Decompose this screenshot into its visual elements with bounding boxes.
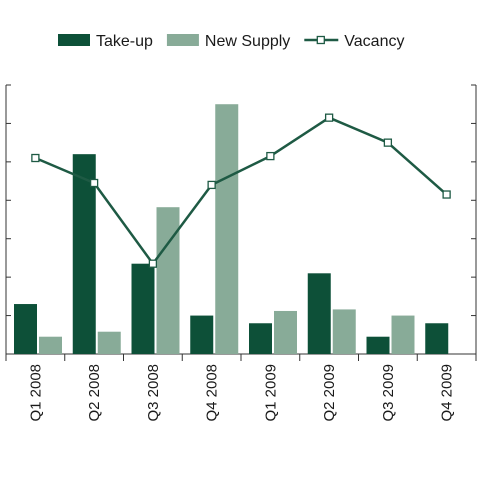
x-tick-label: Q2 2008 [86,364,103,422]
x-tick-label: Q3 2009 [380,364,397,422]
vacancy-point-1 [31,153,40,163]
bar-new-supply-5 [274,310,297,354]
legend-marker-vacancy [316,35,325,45]
legend-label-new-supply: New Supply [205,33,290,50]
bar-new-supply-7 [391,315,415,354]
legend-label-take-up: Take-up [96,33,153,50]
bar-take-up-6 [307,273,331,354]
vacancy-point-5 [266,151,275,161]
bars [14,104,449,354]
legend-swatch-take-up [58,34,90,46]
legend-swatch-new-supply [166,34,199,46]
vacancy-point-4 [207,180,216,190]
bar-new-supply-2 [97,331,121,354]
vacancy-line-path [34,116,448,265]
bar-take-up-1 [14,304,37,354]
bar-take-up-4 [190,315,214,354]
bar-take-up-7 [366,336,390,354]
vacancy-line [31,113,451,268]
legend-label-vacancy: Vacancy [344,33,404,50]
vacancy-point-6 [324,113,334,122]
bar-take-up-5 [249,323,272,354]
bar-new-supply-3 [156,207,180,354]
vacancy-point-2 [89,178,99,188]
vacancy-point-7 [383,138,393,147]
vacancy-point-8 [442,190,451,199]
vacancy-point-3 [148,259,158,268]
bar-take-up-3 [131,263,155,354]
x-tick-label: Q1 2008 [27,364,44,422]
x-tick-labels: Q1 2008 Q2 2008 Q3 2008 Q4 2008 Q1 2009 Q2 20… [27,364,455,422]
x-tick-label: Q1 2009 [262,364,279,422]
bar-take-up-8 [425,323,449,354]
legend: Take-up New Supply Vacancy [58,33,404,50]
bar-new-supply-1 [39,336,62,354]
x-tick-label: Q4 2008 [204,364,221,422]
bar-new-supply-6 [332,309,356,354]
bar-new-supply-4 [215,104,239,354]
bar-take-up-2 [72,154,96,354]
x-tick-label: Q2 2009 [321,364,338,422]
x-tick-label: Q3 2008 [145,364,162,422]
x-tick-label: Q4 2009 [439,364,456,422]
